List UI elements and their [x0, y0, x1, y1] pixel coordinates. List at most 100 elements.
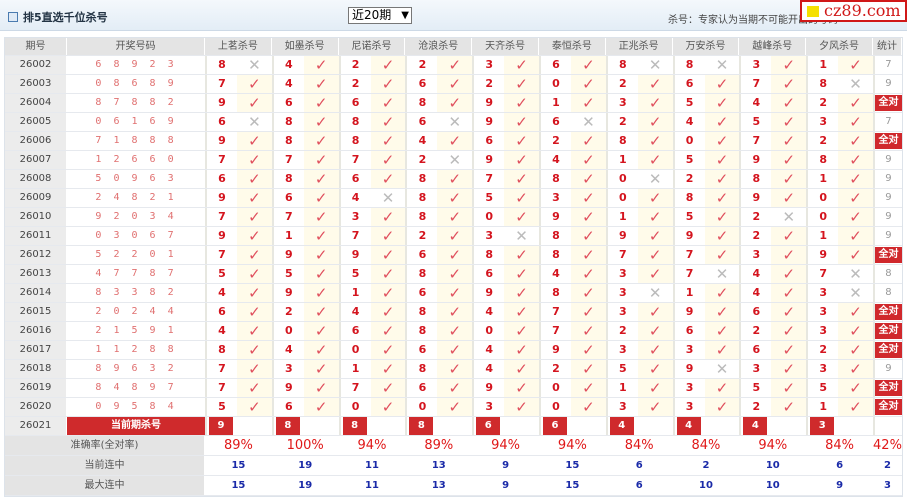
expert-cell: 2 ✕	[405, 151, 472, 169]
header-stat: 统计	[873, 38, 902, 55]
period-cell: 26011	[5, 227, 67, 245]
kill-number: 6	[685, 324, 694, 337]
kill-number: 8	[418, 305, 427, 318]
kill-number: 9	[485, 153, 494, 166]
check-icon: ✓	[437, 360, 473, 378]
expert-cell: 4 ✓	[205, 322, 272, 340]
summary-row: 当前连中 15 19 11 13 9 15 6 2 10 6 2	[5, 456, 902, 476]
expert-cell: 6 ✓	[405, 75, 473, 93]
stat-cell: 9	[872, 189, 902, 207]
expert-cell: 9 ✓	[472, 379, 539, 397]
check-icon: ✓	[237, 265, 272, 283]
kill-number: 6	[552, 115, 560, 128]
expert-cell: 3 ✓	[672, 379, 740, 397]
expert-cell: 2 ✓	[739, 322, 807, 340]
check-icon: ✓	[237, 360, 272, 378]
expert-cell: 9 ✓	[672, 227, 740, 245]
check-icon: ✓	[237, 341, 272, 359]
kill-number: 6	[752, 343, 761, 356]
kill-number: 8	[618, 134, 627, 147]
check-icon: ✓	[237, 189, 272, 207]
kill-number: 7	[351, 153, 360, 166]
kill-number: 7	[218, 77, 226, 90]
expert-cell: 8 ✓	[538, 170, 606, 188]
cross-icon: ✕	[448, 151, 462, 169]
check-icon: ✓	[237, 170, 272, 188]
check-icon: ✓	[303, 303, 339, 321]
stat-cell: 全对	[872, 379, 902, 397]
kill-number: 7	[485, 172, 494, 185]
period-cell: 26012	[5, 246, 67, 264]
check-icon: ✓	[370, 151, 406, 169]
kill-number: 4	[284, 343, 293, 356]
expert-cell: 2 ✓	[538, 360, 606, 378]
expert-cell: 1 ✓	[672, 284, 740, 302]
expert-cell: 1 ✓	[806, 398, 873, 416]
check-icon: ✓	[570, 322, 606, 340]
check-icon: ✓	[771, 322, 807, 340]
check-icon: ✓	[704, 151, 740, 169]
cross-icon: ✕	[248, 113, 261, 131]
expert-cell: 8 ✓	[538, 227, 606, 245]
check-icon: ✓	[771, 341, 807, 359]
kill-number: 8	[552, 229, 560, 242]
check-icon: ✓	[570, 360, 606, 378]
kill-number: 5	[218, 400, 226, 413]
draw-number: 6 8 9 2 3	[95, 59, 177, 70]
check-icon: ✓	[637, 189, 673, 207]
kill-number: 2	[618, 115, 627, 128]
check-icon: ✓	[237, 398, 272, 416]
expert-cell: 2 ✓	[605, 75, 673, 93]
summary-value: 84%	[825, 438, 855, 453]
expert-cell: 8 ✓	[405, 170, 473, 188]
check-icon: ✓	[504, 284, 539, 302]
expert-cell: 7 ✓	[472, 170, 539, 188]
period-cell: 26021	[5, 417, 67, 435]
expert-cell: 8 ✓	[806, 151, 873, 169]
top-bar: 排5直选千位杀号 近20期 ▼ 杀号：专家认为当期不可能开出的号码 cz89.co…	[0, 0, 907, 31]
header-draw: 开奖号码	[67, 38, 205, 55]
period-cell: 26017	[5, 341, 67, 359]
expert-cell: 3 ✕	[806, 284, 873, 302]
all-correct-badge: 全对	[874, 304, 902, 320]
check-icon: ✓	[303, 208, 339, 226]
check-icon: ✓	[504, 246, 539, 264]
period-cell: 26013	[5, 265, 67, 283]
kill-number: 9	[752, 153, 761, 166]
expert-cell: 8 ✕	[605, 56, 673, 74]
expert-cell: 6 ✓	[672, 75, 740, 93]
kill-number: 4	[485, 362, 494, 375]
expert-cell: 9 ✓	[271, 379, 339, 397]
check-icon: ✓	[704, 208, 740, 226]
expert-cell: 3 ✓	[739, 246, 807, 264]
expert-cell: 8 ✓	[405, 189, 473, 207]
check-icon: ✓	[570, 189, 606, 207]
kill-number: 9	[552, 210, 560, 223]
cross-icon: ✕	[648, 56, 662, 74]
expert-cell: 4 ✓	[739, 94, 807, 112]
expert-cell: 7 ✓	[205, 246, 272, 264]
expert-cell: 9 ✓	[271, 284, 339, 302]
kill-number: 8	[418, 172, 427, 185]
period-cell: 26016	[5, 322, 67, 340]
check-icon: ✓	[437, 265, 473, 283]
expert-cell: 2 ✓	[739, 398, 807, 416]
check-icon: ✓	[771, 132, 807, 150]
period-select[interactable]: 近20期 ▼	[348, 7, 412, 24]
period-cell: 26010	[5, 208, 67, 226]
draw-number: 8 9 6 3 2	[95, 363, 177, 374]
summary-row: 最大连中 15 19 11 13 9 15 6 10 10 9 3	[5, 476, 902, 496]
expert-cell: 0 ✓	[605, 189, 673, 207]
kill-number: 9	[218, 134, 226, 147]
expert-cell: 1 ✓	[806, 170, 873, 188]
stat-cell: 全对	[872, 94, 902, 112]
check-icon: ✓	[838, 360, 873, 378]
expert-cell: 2 ✓	[405, 56, 473, 74]
kill-number: 6	[418, 248, 427, 261]
expert-cell: 9 ✓	[672, 303, 740, 321]
kill-number: 6	[218, 172, 226, 185]
summary-label: 准确率(全对率)	[5, 436, 205, 455]
summary-label: 最大连中	[5, 476, 205, 495]
header-period: 期号	[5, 38, 67, 55]
expert-cell: 5 ✓	[205, 398, 272, 416]
